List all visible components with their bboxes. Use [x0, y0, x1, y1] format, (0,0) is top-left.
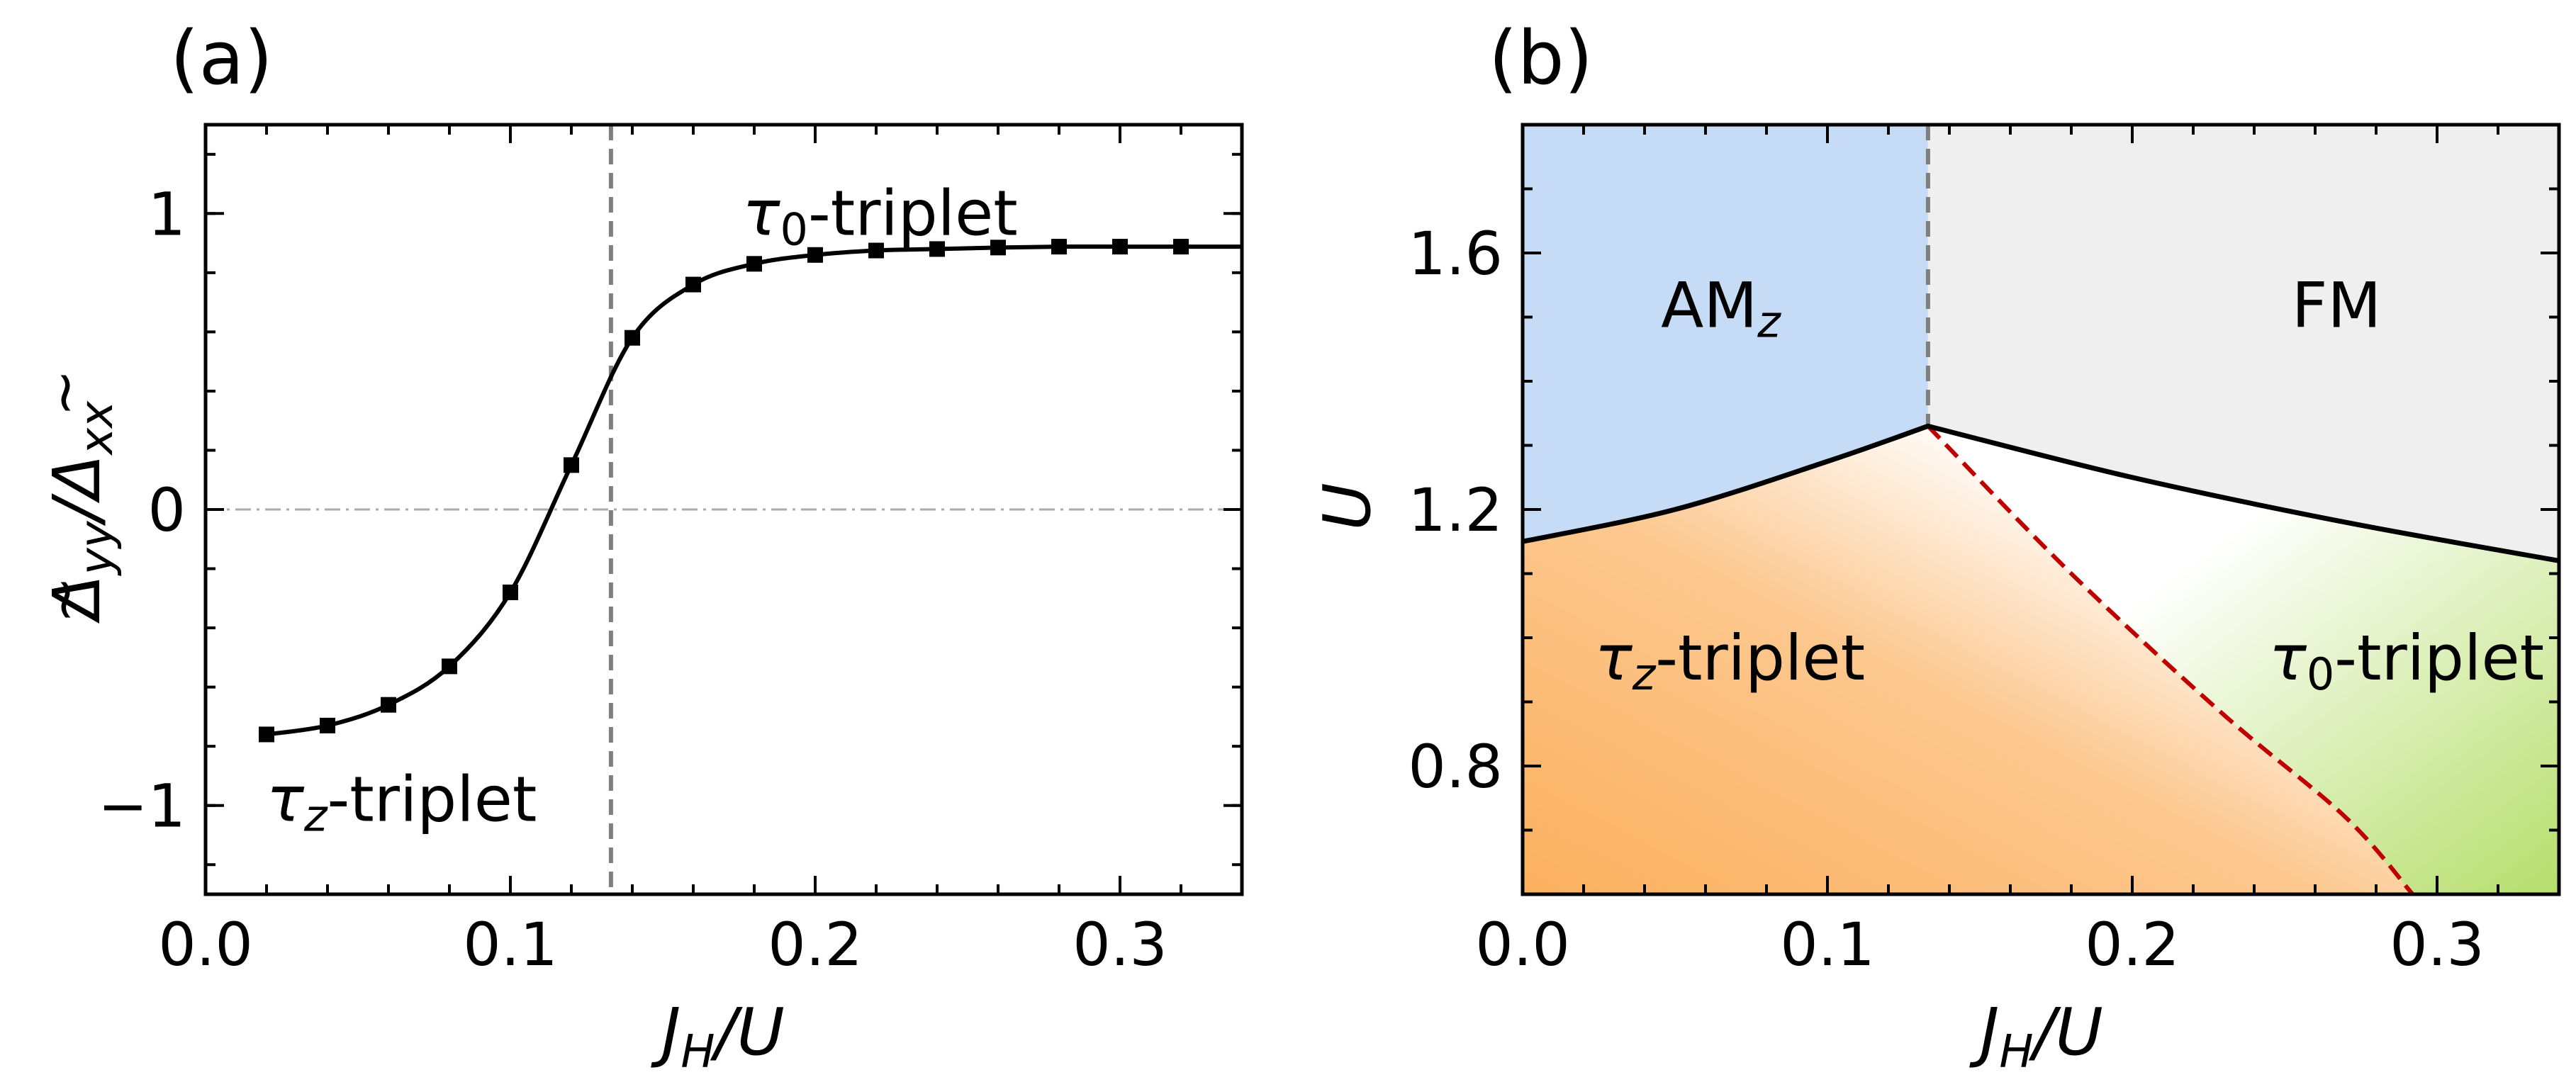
label-amz: AMz	[1661, 269, 1781, 347]
data-point	[442, 658, 457, 675]
x-tick-label: 0.0	[1475, 910, 1570, 979]
panel-a-frame	[203, 123, 1244, 896]
region-fm	[1927, 125, 2559, 561]
data-point	[259, 726, 274, 743]
x-tick-label: 0.1	[1780, 910, 1875, 979]
data-point	[1112, 239, 1128, 255]
data-point	[320, 717, 335, 733]
data-point	[381, 697, 396, 713]
x-tick-label: 0.3	[2390, 910, 2485, 979]
y-tick-labels: 0.8 1.2 1.6	[1408, 219, 1503, 801]
tilde-mark: ~	[31, 576, 97, 624]
label-fm: FM	[2292, 269, 2382, 342]
y-tick-labels: −1 0 1	[98, 179, 186, 840]
label-tau0-triplet: τ0-triplet	[2269, 621, 2544, 700]
x-tick-labels: 0.0 0.1 0.2 0.3	[158, 910, 1167, 979]
crossover-line	[1926, 424, 2414, 894]
annotation-tau0-triplet: τ0-triplet	[743, 176, 1018, 255]
x-axis-label: JH/U	[1969, 994, 2103, 1078]
label-tauz-triplet: τz-triplet	[1595, 621, 1865, 700]
y-tick-label: −1	[98, 772, 186, 841]
x-tick-label: 0.2	[768, 910, 863, 979]
y-tick-label: 1	[148, 179, 186, 249]
data-point	[1051, 239, 1067, 255]
annotation-tauz-triplet: τz-triplet	[267, 762, 537, 841]
data-point	[564, 457, 579, 473]
y-axis-label: U	[1309, 483, 1385, 530]
y-tick-label: 0	[148, 475, 186, 545]
panel-a: (a) 0.0 0.1 0.2 0.3 −1 0 1 τ0-triplet τz-trip…	[31, 15, 1244, 1078]
data-point	[503, 584, 518, 600]
tilde-mark: ~	[31, 369, 97, 417]
x-tick-label: 0.2	[2085, 910, 2180, 979]
panel-a-label: (a)	[170, 15, 273, 101]
data-point	[1173, 239, 1189, 255]
y-tick-label: 0.8	[1408, 732, 1503, 801]
region-tauz-triplet	[1523, 426, 2413, 894]
region-tau0-triplet	[1927, 426, 2559, 894]
data-point	[990, 240, 1006, 256]
x-tick-labels: 0.0 0.1 0.2 0.3	[1475, 910, 2485, 979]
data-point	[929, 241, 945, 257]
panel-b-frame	[1521, 123, 2561, 896]
panel-b-label: (b)	[1489, 15, 1593, 101]
y-tick-label: 1.6	[1408, 219, 1503, 288]
data-point	[685, 276, 701, 293]
x-tick-label: 0.1	[463, 910, 558, 979]
region-amz	[1523, 125, 1928, 542]
panel-b: (b) 0.0 0.1 0.2 0.3 0.8 1.2 1.6 AMz FM τz-tri…	[1309, 15, 2561, 1078]
y-tick-label: 1.2	[1408, 475, 1503, 545]
phase-boundary	[1523, 423, 2559, 563]
data-point	[868, 242, 884, 259]
data-point	[746, 256, 762, 272]
data-point	[807, 247, 823, 263]
series-markers	[259, 239, 1189, 743]
data-point	[625, 330, 640, 346]
x-tick-label: 0.0	[158, 910, 253, 979]
x-axis-label: JH/U	[650, 994, 785, 1078]
series-line	[266, 244, 1242, 737]
x-tick-label: 0.3	[1073, 910, 1167, 979]
